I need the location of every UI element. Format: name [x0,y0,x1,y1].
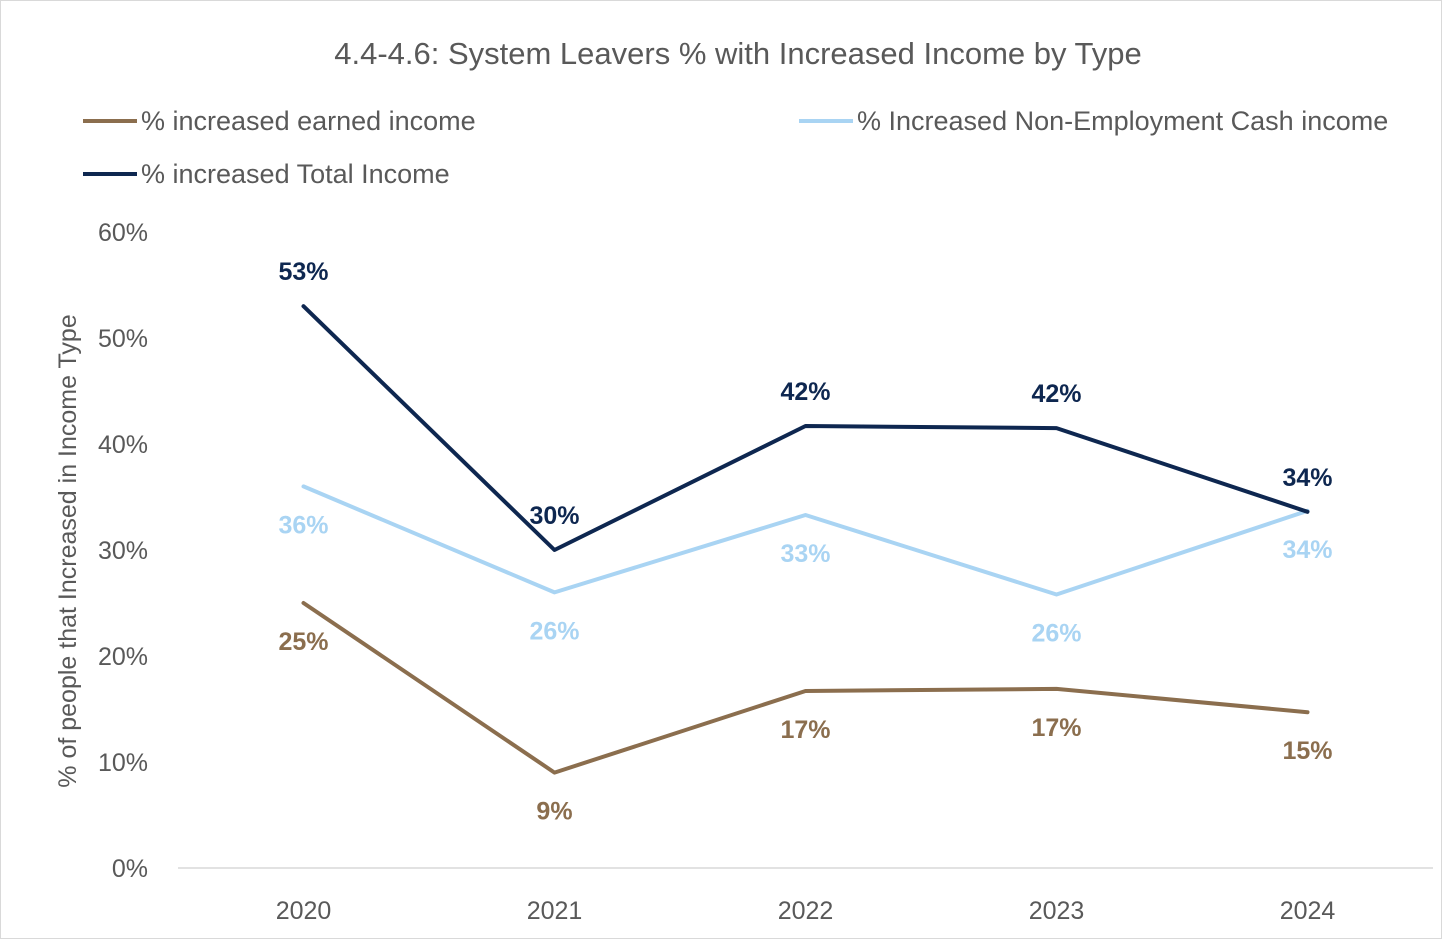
x-tick-label: 2020 [276,897,332,925]
series-line-0 [301,601,1310,775]
data-labels: 25% 9% 17% 17% 15% 36% 26% 33% 26% 34% 53% 30% 42% 42… [278,258,1332,825]
data-label: 9% [536,798,572,826]
y-axis: 0% 10% 20% 30% 40% 50% 60% [98,219,148,883]
y-tick-label: 20% [98,643,148,671]
legend-label-earned: % increased earned income [141,106,476,136]
data-label: 42% [780,378,830,406]
data-label: 33% [780,540,830,568]
y-tick-label: 50% [98,325,148,353]
data-label: 26% [1031,620,1081,648]
y-tick-label: 60% [98,219,148,247]
data-label: 53% [278,258,328,286]
y-tick-label: 0% [112,855,148,883]
x-tick-label: 2023 [1029,897,1085,925]
y-tick-label: 10% [98,749,148,777]
series-line-2 [301,304,1310,552]
y-axis-title: % of people that Increased in Income Typ… [54,314,82,787]
data-label: 17% [1031,714,1081,742]
data-label: 42% [1031,380,1081,408]
x-axis: 2020 2021 2022 2023 2024 [276,897,1336,925]
x-tick-label: 2021 [527,897,583,925]
data-label: 15% [1282,737,1332,765]
data-label: 17% [780,716,830,744]
data-label: 26% [529,617,579,645]
legend: % increased earned income % Increased No… [83,106,1388,189]
series-line-1 [301,484,1310,597]
data-label: 36% [278,511,328,539]
data-label: 34% [1282,536,1332,564]
series-lines [301,304,1310,775]
legend-label-non-employment: % Increased Non-Employment Cash income [857,106,1388,136]
y-tick-label: 40% [98,431,148,459]
data-label: 34% [1282,464,1332,492]
x-tick-label: 2024 [1280,897,1336,925]
legend-label-total: % increased Total Income [141,159,450,189]
data-label: 30% [529,502,579,530]
data-label: 25% [278,628,328,656]
x-tick-label: 2022 [778,897,834,925]
chart-title: 4.4-4.6: System Leavers % with Increased… [334,36,1142,71]
y-tick-label: 30% [98,537,148,565]
